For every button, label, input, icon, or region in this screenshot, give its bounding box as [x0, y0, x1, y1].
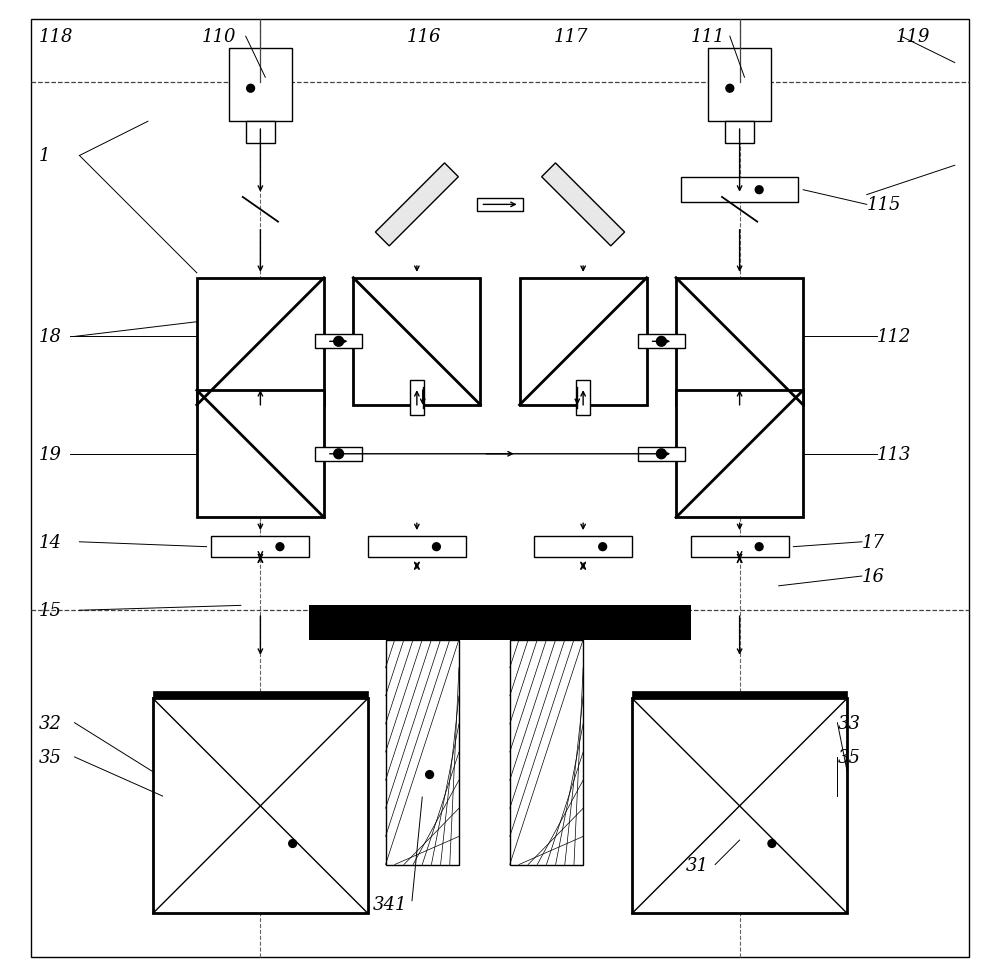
Bar [708, 49, 771, 122]
Text: 116: 116 [407, 28, 442, 46]
Bar [676, 391, 803, 518]
Bar [211, 536, 309, 558]
Bar [197, 391, 324, 518]
Text: 119: 119 [896, 28, 931, 46]
Bar [368, 536, 466, 558]
Circle shape [247, 85, 255, 93]
Bar [681, 178, 798, 202]
Bar [632, 691, 847, 729]
Bar [638, 335, 685, 349]
Bar [576, 381, 590, 415]
Text: 117: 117 [554, 28, 588, 46]
Circle shape [599, 543, 607, 551]
Bar [676, 278, 803, 405]
Bar [386, 640, 459, 865]
Text: 19: 19 [38, 446, 61, 463]
Polygon shape [375, 164, 458, 246]
Bar [246, 122, 275, 144]
Text: 14: 14 [38, 533, 61, 551]
Bar [410, 381, 424, 415]
Text: 17: 17 [862, 533, 885, 551]
Circle shape [426, 771, 433, 779]
Bar [309, 606, 691, 640]
Circle shape [755, 187, 763, 194]
Bar [691, 536, 789, 558]
Circle shape [726, 85, 734, 93]
Text: 32: 32 [38, 714, 61, 732]
Text: 115: 115 [867, 196, 901, 214]
Bar [153, 691, 368, 729]
Circle shape [276, 543, 284, 551]
Text: 1: 1 [38, 148, 50, 165]
Text: 118: 118 [38, 28, 73, 46]
Bar [725, 122, 754, 144]
Bar [477, 198, 523, 212]
Text: 33: 33 [837, 714, 860, 732]
Circle shape [656, 449, 666, 459]
Bar [520, 278, 647, 405]
Circle shape [289, 840, 297, 848]
Text: 113: 113 [877, 446, 911, 463]
Bar [153, 699, 368, 913]
Text: 31: 31 [686, 856, 709, 873]
Text: 35: 35 [837, 748, 860, 766]
Circle shape [433, 543, 440, 551]
Bar [638, 447, 685, 461]
Bar [315, 447, 362, 461]
Bar [632, 699, 847, 913]
Text: 15: 15 [38, 602, 61, 619]
Bar [510, 640, 583, 865]
Text: 112: 112 [877, 328, 911, 346]
Circle shape [334, 337, 344, 347]
Circle shape [768, 840, 776, 848]
Bar [229, 49, 292, 122]
Text: 18: 18 [38, 328, 61, 346]
Bar [197, 278, 324, 405]
Bar [534, 536, 632, 558]
Bar [315, 335, 362, 349]
Circle shape [656, 337, 666, 347]
Polygon shape [542, 164, 625, 246]
Circle shape [334, 449, 344, 459]
Text: 341: 341 [373, 895, 407, 913]
Circle shape [755, 543, 763, 551]
Text: 110: 110 [202, 28, 236, 46]
Bar [353, 278, 480, 405]
Text: 35: 35 [38, 748, 61, 766]
Text: 16: 16 [862, 568, 885, 585]
Text: 111: 111 [691, 28, 725, 46]
